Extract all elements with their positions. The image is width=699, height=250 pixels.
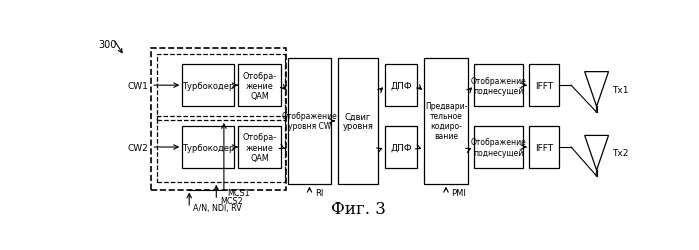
Text: Сдвиг
уровня: Сдвиг уровня [343,112,373,131]
Bar [338,59,378,184]
Text: MCS1: MCS1 [228,188,250,197]
Bar [288,59,331,184]
Bar [238,126,281,168]
Bar [157,116,284,182]
Text: Отображение
поднесущей: Отображение поднесущей [470,76,526,95]
Text: Турбокодер: Турбокодер [182,81,234,90]
Bar [385,65,417,107]
Text: IFFT: IFFT [535,143,554,152]
Text: ДПФ: ДПФ [390,143,412,152]
Text: ···: ··· [561,142,572,152]
Text: CW1: CW1 [128,81,149,90]
Text: ДПФ: ДПФ [390,81,412,90]
Text: 300: 300 [98,40,117,50]
Bar [238,65,281,107]
Bar [157,55,284,120]
Bar [151,49,286,190]
Text: ···: ··· [561,81,572,91]
Text: Фиг. 3: Фиг. 3 [331,200,386,217]
Text: Отображение
уровня CW: Отображение уровня CW [282,112,338,131]
Bar [424,59,468,184]
Text: A/N, NDI, RV: A/N, NDI, RV [193,204,242,212]
Bar [385,126,417,168]
Text: Отобра-
жение
QAM: Отобра- жение QAM [243,71,277,100]
Text: Отображение
поднесущей: Отображение поднесущей [470,138,526,157]
Bar [529,65,559,107]
Text: MCS2: MCS2 [220,196,243,205]
Text: CW2: CW2 [128,143,149,152]
Text: PMI: PMI [452,188,466,197]
Text: Tx2: Tx2 [612,149,628,158]
Text: IFFT: IFFT [535,81,554,90]
Text: Отобра-
жение
QAM: Отобра- жение QAM [243,133,277,162]
Text: Предвари-
тельное
кодиро-
вание: Предвари- тельное кодиро- вание [425,102,467,141]
Bar [182,65,233,107]
Bar [182,126,233,168]
Bar [529,126,559,168]
Bar [474,126,523,168]
Text: Турбокодер: Турбокодер [182,143,234,152]
Text: RI: RI [315,188,323,197]
Text: Tx1: Tx1 [612,85,628,94]
Bar [474,65,523,107]
